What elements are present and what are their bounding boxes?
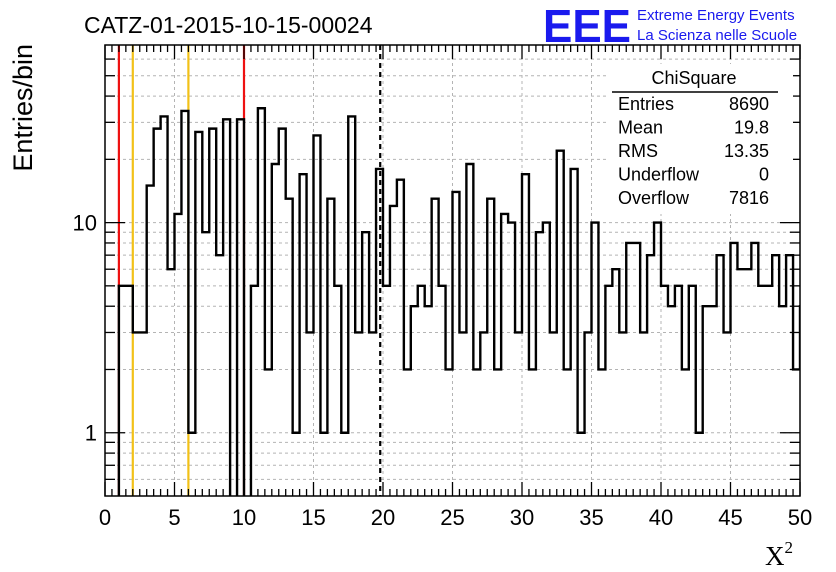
x-tick-label: 30 [510,505,534,530]
x-axis-label-base: X [765,541,785,571]
x-tick-label: 10 [232,505,256,530]
stats-row-value: 8690 [729,94,769,114]
logo-mark: EEE [543,0,631,52]
stats-row-value: 7816 [729,188,769,208]
logo-line2: La Scienza nelle Scuole [637,27,797,44]
x-tick-label: 0 [99,505,111,530]
x-tick-labels: 0 5 10 15 20 25 30 35 40 45 50 [99,505,812,530]
stats-box-title: ChiSquare [651,68,736,88]
x-tick-label: 35 [579,505,603,530]
stats-row-label: Entries [618,94,674,114]
logo-line1: Extreme Energy Events [637,7,795,24]
stats-box-rows: Entries 8690 Mean 19.8 RMS 13.35 Underflow 0 Ove… [618,94,769,208]
x-tick-label: 45 [718,505,742,530]
x-tick-label: 40 [649,505,673,530]
y-tick-label: 1 [85,421,97,446]
axis-ticks [104,45,801,496]
x-axis-label-superscript: 2 [785,538,794,557]
stats-box: ChiSquare Entries 8690 Mean 19.8 RMS 13.35 Und… [608,64,793,214]
stats-row-label: Overflow [618,188,690,208]
x-tick-label: 15 [301,505,325,530]
x-tick-label: 25 [440,505,464,530]
x-tick-label: 20 [371,505,395,530]
x-tick-label: 5 [168,505,180,530]
y-tick-labels: 1 10 [73,211,97,446]
stats-row-label: RMS [618,141,658,161]
y-tick-label: 10 [73,211,97,236]
stats-box-frame [608,64,793,214]
eee-logo: EEE Extreme Energy Events La Scienza nel… [543,0,797,52]
stats-row-value: 0 [759,165,769,185]
stats-row-label: Mean [618,118,663,138]
x-axis-label: X2 [765,538,793,571]
stats-row-label: Underflow [618,165,700,185]
x-tick-label: 50 [788,505,812,530]
stats-row-value: 13.35 [724,141,769,161]
y-axis-label: Entries/bin [8,44,38,172]
grid [105,45,800,496]
histogram-outline [105,107,800,496]
stats-row-value: 19.8 [734,118,769,138]
chart-title: CATZ-01-2015-10-15-00024 [84,12,373,38]
